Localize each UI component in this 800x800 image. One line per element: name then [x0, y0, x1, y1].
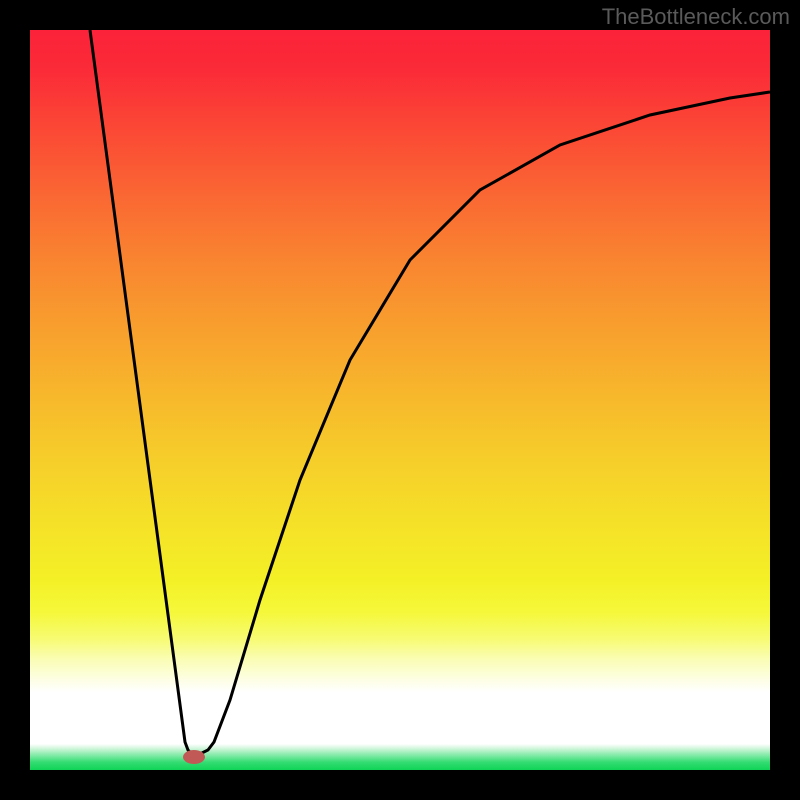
optimal-point-marker [183, 750, 205, 764]
plot-area [30, 30, 770, 770]
watermark-text: TheBottleneck.com [602, 4, 790, 30]
curve-svg [30, 30, 770, 770]
chart-container: TheBottleneck.com [0, 0, 800, 800]
bottleneck-curve [90, 30, 770, 754]
